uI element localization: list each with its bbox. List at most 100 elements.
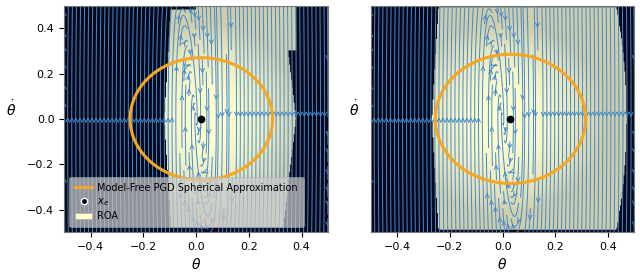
FancyArrowPatch shape [196, 221, 200, 225]
FancyArrowPatch shape [490, 201, 493, 205]
FancyArrowPatch shape [429, 118, 433, 122]
FancyArrowPatch shape [206, 182, 210, 186]
FancyArrowPatch shape [437, 118, 441, 122]
FancyArrowPatch shape [532, 110, 536, 113]
FancyArrowPatch shape [392, 118, 396, 122]
FancyArrowPatch shape [369, 12, 372, 16]
FancyArrowPatch shape [609, 112, 612, 116]
FancyArrowPatch shape [182, 70, 186, 74]
FancyArrowPatch shape [453, 118, 457, 122]
FancyArrowPatch shape [62, 33, 66, 37]
FancyArrowPatch shape [270, 112, 274, 116]
FancyArrowPatch shape [580, 112, 584, 116]
FancyArrowPatch shape [632, 201, 636, 205]
FancyArrowPatch shape [508, 144, 512, 148]
FancyArrowPatch shape [605, 112, 609, 116]
FancyArrowPatch shape [632, 149, 636, 153]
FancyArrowPatch shape [307, 112, 310, 116]
FancyArrowPatch shape [207, 192, 211, 196]
FancyArrowPatch shape [557, 112, 561, 116]
FancyArrowPatch shape [201, 26, 205, 30]
FancyArrowPatch shape [493, 207, 497, 212]
FancyArrowPatch shape [126, 118, 131, 122]
FancyArrowPatch shape [593, 112, 596, 116]
FancyArrowPatch shape [504, 127, 508, 132]
FancyArrowPatch shape [513, 130, 517, 133]
FancyArrowPatch shape [497, 106, 501, 111]
FancyArrowPatch shape [181, 41, 185, 46]
FancyArrowPatch shape [150, 118, 154, 122]
FancyArrowPatch shape [502, 221, 506, 225]
FancyArrowPatch shape [401, 118, 404, 122]
FancyArrowPatch shape [122, 118, 126, 122]
FancyArrowPatch shape [461, 118, 465, 122]
FancyArrowPatch shape [319, 112, 323, 116]
FancyArrowPatch shape [385, 118, 388, 122]
FancyArrowPatch shape [521, 95, 525, 99]
FancyArrowPatch shape [196, 16, 201, 20]
FancyArrowPatch shape [502, 200, 506, 204]
FancyArrowPatch shape [577, 112, 580, 116]
FancyArrowPatch shape [477, 118, 481, 122]
FancyArrowPatch shape [278, 112, 282, 116]
FancyArrowPatch shape [229, 23, 233, 27]
FancyArrowPatch shape [238, 112, 243, 116]
FancyArrowPatch shape [573, 112, 577, 116]
FancyArrowPatch shape [291, 112, 294, 116]
FancyArrowPatch shape [585, 112, 589, 116]
Y-axis label: $\dot{\theta}$: $\dot{\theta}$ [349, 99, 359, 119]
FancyArrowPatch shape [417, 118, 420, 122]
FancyArrowPatch shape [511, 106, 515, 110]
FancyArrowPatch shape [409, 118, 413, 122]
FancyArrowPatch shape [404, 118, 408, 122]
FancyArrowPatch shape [369, 85, 372, 89]
FancyArrowPatch shape [617, 112, 621, 116]
FancyArrowPatch shape [200, 225, 204, 229]
FancyArrowPatch shape [66, 118, 70, 122]
FancyArrowPatch shape [326, 201, 330, 205]
FancyArrowPatch shape [506, 225, 510, 229]
FancyArrowPatch shape [110, 118, 114, 122]
FancyArrowPatch shape [485, 194, 489, 198]
FancyArrowPatch shape [421, 118, 425, 122]
X-axis label: $\theta$: $\theta$ [497, 257, 508, 272]
FancyArrowPatch shape [326, 187, 330, 191]
FancyArrowPatch shape [189, 9, 193, 13]
FancyArrowPatch shape [494, 165, 498, 170]
FancyArrowPatch shape [82, 118, 86, 122]
FancyArrowPatch shape [207, 130, 211, 133]
FancyArrowPatch shape [98, 118, 102, 122]
FancyArrowPatch shape [147, 118, 150, 122]
FancyArrowPatch shape [601, 112, 605, 116]
FancyArrowPatch shape [134, 118, 138, 122]
FancyArrowPatch shape [507, 184, 511, 188]
FancyArrowPatch shape [250, 112, 254, 116]
FancyArrowPatch shape [596, 112, 601, 116]
FancyArrowPatch shape [473, 118, 477, 122]
FancyArrowPatch shape [483, 15, 487, 20]
FancyArrowPatch shape [188, 49, 192, 54]
FancyArrowPatch shape [568, 112, 573, 116]
FancyArrowPatch shape [376, 118, 380, 122]
FancyArrowPatch shape [180, 96, 184, 100]
FancyArrowPatch shape [457, 118, 461, 122]
FancyArrowPatch shape [230, 198, 234, 202]
FancyArrowPatch shape [170, 118, 174, 122]
FancyArrowPatch shape [503, 16, 507, 20]
FancyArrowPatch shape [445, 118, 449, 122]
FancyArrowPatch shape [433, 118, 436, 122]
FancyArrowPatch shape [205, 225, 209, 229]
FancyArrowPatch shape [115, 118, 118, 122]
FancyArrowPatch shape [509, 169, 515, 173]
FancyArrowPatch shape [499, 13, 503, 16]
FancyArrowPatch shape [625, 112, 629, 116]
FancyArrowPatch shape [246, 112, 250, 116]
FancyArrowPatch shape [632, 222, 636, 226]
FancyArrowPatch shape [561, 112, 564, 116]
FancyArrowPatch shape [74, 118, 77, 122]
FancyArrowPatch shape [86, 118, 90, 122]
FancyArrowPatch shape [158, 118, 163, 122]
FancyArrowPatch shape [197, 172, 201, 177]
FancyArrowPatch shape [282, 112, 286, 116]
FancyArrowPatch shape [179, 36, 182, 40]
